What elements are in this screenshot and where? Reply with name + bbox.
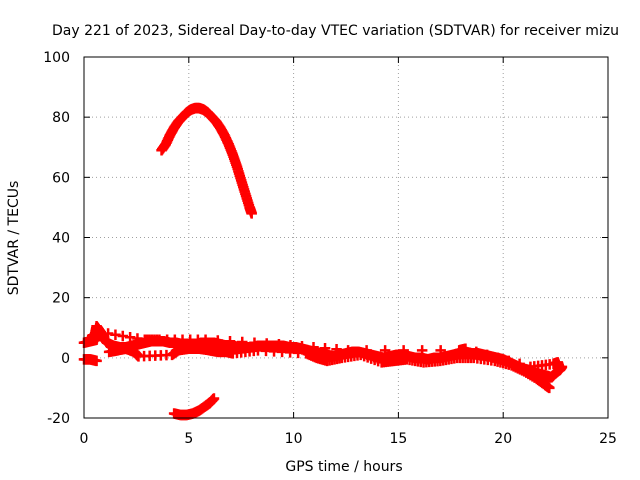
series-band-upper [82, 320, 566, 374]
series-arc-early [78, 354, 102, 367]
data-point [416, 345, 428, 356]
data-point [285, 340, 296, 351]
data-point [492, 352, 504, 364]
tick-labels: 0 5 10 15 20 25 -20 0 20 40 60 80 100 [43, 50, 617, 447]
data-point [361, 345, 372, 356]
data-point [319, 343, 331, 354]
data-point [514, 358, 525, 370]
data-point [236, 336, 248, 348]
data-point [252, 345, 264, 356]
y-axis-label: SDTVAR / TECUs [6, 181, 22, 296]
data-point [554, 363, 566, 374]
data-point [331, 344, 342, 355]
data-point [276, 346, 288, 358]
data-point [261, 338, 272, 349]
data-point [544, 382, 555, 394]
data-point [200, 334, 211, 346]
y-tick-label: -20 [47, 411, 70, 427]
grid-lines [84, 57, 608, 418]
series-band-lower [103, 343, 555, 394]
plot-frame [83, 56, 609, 419]
data-point [102, 328, 114, 339]
y-tick-label: 0 [61, 351, 70, 367]
data-point [398, 345, 409, 356]
data-point [224, 336, 236, 347]
data-point [379, 345, 391, 356]
data-point [95, 327, 107, 338]
data-point [273, 339, 285, 350]
y-tick-label: 100 [43, 50, 70, 66]
series-arc-high [156, 102, 257, 219]
data-point [435, 345, 446, 356]
x-axis-label: GPS time / hours [285, 459, 402, 475]
data-point [110, 329, 121, 341]
data-point [503, 355, 515, 367]
data-point [481, 349, 493, 361]
data-point [124, 332, 136, 343]
x-tick-label: 10 [285, 431, 303, 447]
data-points [78, 102, 568, 421]
data-point [308, 342, 319, 353]
data-point [208, 393, 220, 404]
series-arc-low [168, 393, 220, 421]
data-point [91, 355, 102, 367]
data-point [268, 346, 280, 357]
x-tick-label: 5 [184, 431, 193, 447]
x-tick-label: 20 [494, 431, 512, 447]
x-tick-label: 25 [599, 431, 617, 447]
data-point [460, 343, 471, 355]
y-tick-label: 40 [52, 231, 70, 247]
data-point [292, 347, 304, 359]
data-point [296, 341, 308, 352]
data-point [249, 337, 260, 349]
y-tick-label: 20 [52, 291, 70, 307]
data-point [117, 330, 129, 342]
data-point [132, 333, 143, 344]
y-tick-label: 80 [52, 110, 70, 126]
data-point [246, 208, 257, 219]
data-point [212, 335, 224, 346]
x-tick-label: 0 [80, 431, 89, 447]
data-point [342, 345, 354, 356]
data-point [471, 346, 482, 358]
y-tick-label: 60 [52, 170, 70, 186]
chart-title: Day 221 of 2023, Sidereal Day-to-day VTE… [52, 23, 619, 39]
x-tick-label: 15 [389, 431, 407, 447]
